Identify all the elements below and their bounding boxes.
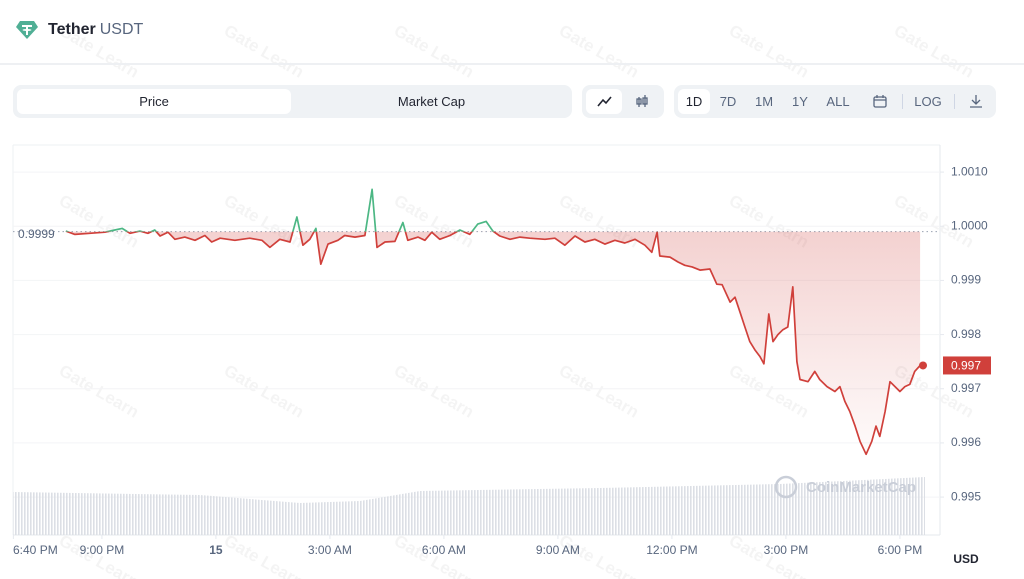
line-icon [597, 96, 612, 107]
x-tick-label: 9:00 AM [536, 543, 580, 557]
cmc-logo [774, 475, 798, 499]
calendar-button[interactable] [866, 89, 894, 114]
volume-bars [13, 477, 925, 535]
x-tick-label: 15 [209, 543, 223, 557]
price-line [65, 231, 921, 456]
range-button[interactable]: ALL [826, 94, 850, 109]
current-price-dot [919, 361, 927, 370]
range-toolbar: 1D 7D 1M 1Y ALL LOG [674, 85, 996, 118]
tether-logo [16, 21, 38, 39]
x-tick-label: 3:00 PM [764, 543, 809, 557]
current-price-label: 0.997 [951, 359, 981, 373]
range-button[interactable]: 1M [754, 94, 774, 109]
watermark: Gate Learn [556, 361, 642, 422]
price-area [65, 231, 921, 455]
watermark: Gate Learn [56, 191, 142, 252]
current-price-tag [943, 356, 991, 375]
download-button[interactable] [962, 89, 990, 114]
watermark: Gate Learn [391, 361, 477, 422]
line-chart-button[interactable] [586, 89, 622, 114]
metric-tabs: Price Market Cap [13, 85, 572, 118]
x-tick-label: 6:00 AM [422, 543, 466, 557]
header: Tether USDT [0, 0, 1024, 65]
x-tick-label: 3:00 AM [308, 543, 352, 557]
x-tick-label: 6:00 PM [878, 543, 923, 557]
price-tab[interactable]: Price [17, 89, 291, 114]
x-tick-label: 12:00 PM [646, 543, 697, 557]
watermark: Gate Learn [221, 531, 307, 579]
x-tick-label: 9:00 PM [80, 543, 125, 557]
chart-type-toggle [582, 85, 664, 118]
range-button[interactable]: 1Y [792, 94, 808, 109]
y-tick-label: 1.0010 [951, 164, 988, 178]
calendar-icon [873, 95, 887, 108]
x-tick-label: 6:40 PM [13, 543, 58, 557]
separator [902, 94, 903, 109]
candle-chart-button[interactable] [626, 89, 662, 114]
watermark: CoinMarketCap [806, 479, 916, 496]
y-tick-label: 0.996 [951, 435, 981, 449]
market-cap-tab[interactable]: Market Cap [397, 94, 466, 109]
baseline-label: 0.9999 [18, 227, 55, 241]
coin-name: Tether USDT [48, 21, 143, 39]
separator [954, 94, 955, 109]
watermark: Gate Learn [391, 191, 477, 252]
y-tick-label: 0.995 [951, 489, 981, 503]
range-button[interactable]: 7D [719, 94, 737, 109]
range-button[interactable]: 1D [678, 89, 710, 114]
y-tick-label: 0.998 [951, 327, 981, 341]
y-tick-label: 0.997 [951, 381, 981, 395]
candle-icon [636, 95, 648, 107]
watermark: Gate Learn [221, 361, 307, 422]
coin-symbol: USDT [99, 21, 144, 38]
y-tick-label: 0.999 [951, 273, 981, 287]
watermark: Gate Learn [56, 361, 142, 422]
download-icon [970, 95, 982, 108]
coin-title: Tether [48, 21, 96, 38]
log-button[interactable]: LOG [914, 94, 942, 109]
y-tick-label: 1.0000 [951, 218, 988, 232]
y-axis-label: USD [953, 552, 979, 566]
